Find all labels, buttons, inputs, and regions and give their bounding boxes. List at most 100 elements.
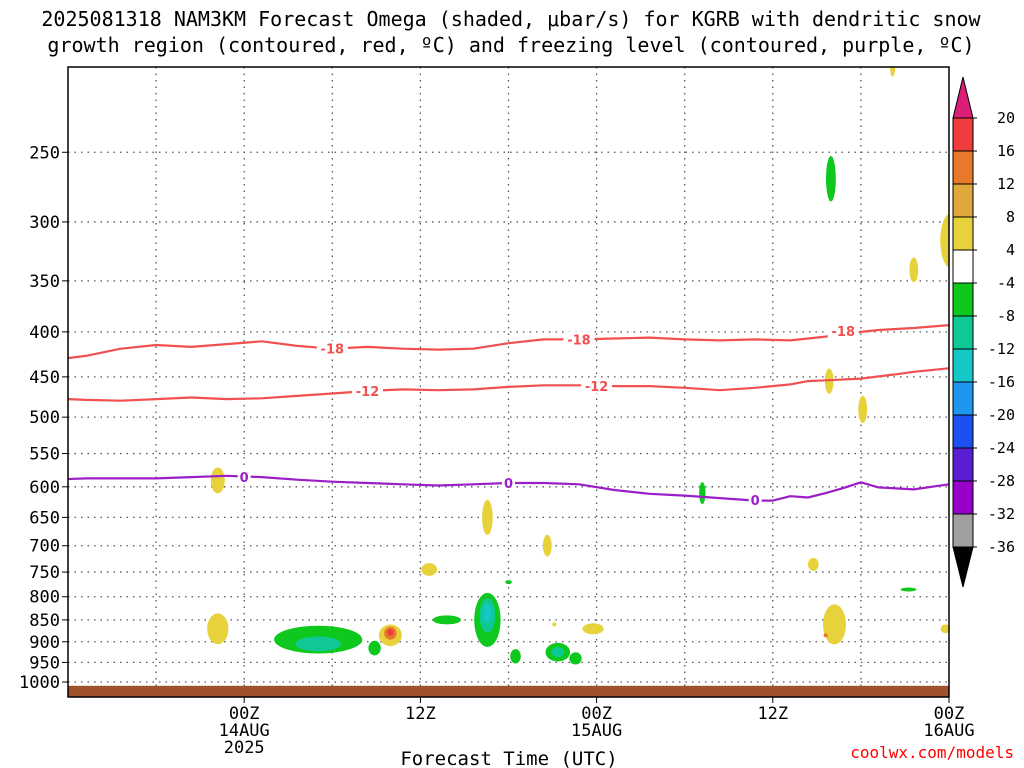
x-tick-label-0-0: 00Z <box>229 704 260 724</box>
omega-cell-28 <box>823 633 828 638</box>
y-tick-label-750: 750 <box>29 563 60 583</box>
omega-cell-26 <box>808 557 819 571</box>
omega-cell-20 <box>552 622 557 627</box>
omega-cell-12 <box>483 603 492 623</box>
y-tick-label-650: 650 <box>29 508 60 528</box>
y-axis-pressure: 2503003504004505005506006507007508008509… <box>19 143 68 693</box>
colorbar-label-12: -32 <box>988 505 1015 523</box>
colorbar-label-1: 16 <box>997 142 1015 160</box>
contour-label-bg-0-1 <box>563 331 595 347</box>
omega-cell-29 <box>900 587 917 592</box>
colorbar-segment-10 <box>952 447 974 482</box>
contour-label-0-2: -18 <box>832 325 856 340</box>
omega-cell-7 <box>387 629 394 636</box>
y-tick-label-800: 800 <box>29 588 60 608</box>
omega-cell-31 <box>909 257 919 283</box>
colorbar-segment-0 <box>952 117 974 152</box>
omega-shading <box>207 67 984 665</box>
omega-cell-16 <box>542 534 552 557</box>
x-tick-label-3-0: 12Z <box>757 704 788 724</box>
contour-label-bg-1-0 <box>352 383 384 399</box>
contour-label-bg-0-0 <box>316 340 348 356</box>
omega-cell-18 <box>551 647 564 658</box>
x-tick-label-2-1: 15AUG <box>571 721 622 741</box>
colorbar-top-triangle <box>952 76 974 119</box>
y-tick-label-700: 700 <box>29 537 60 557</box>
colorbar-label-0: 20 <box>997 109 1015 127</box>
x-tick-label-0-2: 2025 <box>224 738 265 758</box>
colorbar-bottom-triangle <box>952 546 974 588</box>
chart-title-line-1: 2025081318 NAM3KM Forecast Omega (shaded… <box>41 7 981 31</box>
contour-line-1 <box>68 367 949 402</box>
colorbar-segment-8 <box>952 381 974 416</box>
y-tick-label-300: 300 <box>29 213 60 233</box>
gridlines <box>68 67 949 697</box>
colorbar-label-13: -36 <box>988 538 1015 556</box>
colorbar-label-6: -8 <box>997 307 1015 325</box>
omega-cell-30 <box>940 624 949 634</box>
omega-cell-21 <box>582 623 604 635</box>
contour-label-2-1: 0 <box>504 477 513 492</box>
contour-label-2-0: 0 <box>240 471 249 486</box>
colorbar-label-7: -12 <box>988 340 1015 358</box>
y-tick-label-450: 450 <box>29 368 60 388</box>
plot-frame <box>67 66 950 698</box>
colorbar-label-8: -16 <box>988 373 1015 391</box>
contour-label-2-2: 0 <box>751 494 760 509</box>
omega-cell-27 <box>823 604 846 645</box>
y-tick-label-1000: 1000 <box>19 673 60 693</box>
contour-label-bg-1-1 <box>581 378 613 394</box>
x-axis-title: Forecast Time (UTC) <box>400 748 617 768</box>
omega-cell-19 <box>569 652 582 665</box>
colorbar-segment-3 <box>952 216 974 251</box>
colorbar-label-9: -20 <box>988 406 1015 424</box>
omega-cell-1 <box>210 467 225 494</box>
x-tick-label-4-0: 00Z <box>934 704 965 724</box>
colorbar-segment-6 <box>952 315 974 350</box>
y-tick-label-400: 400 <box>29 323 60 343</box>
temperature-contours: -18 -18 -18 -12 -12 0 0 0 <box>68 322 949 509</box>
x-tick-label-0-1: 14AUG <box>219 721 270 741</box>
colorbar-segment-9 <box>952 414 974 449</box>
colorbar-label-10: -24 <box>988 439 1015 457</box>
omega-colorbar: 20 16 12 8 4 -4 -8 -12 -16 -20 -24 -28 -32 -36 <box>952 76 1015 588</box>
chart-title-line-2: growth region (contoured, red, ºC) and f… <box>47 33 974 57</box>
y-tick-label-500: 500 <box>29 408 60 428</box>
omega-cell-25 <box>858 395 868 424</box>
contour-label-bg-2-1 <box>502 474 515 490</box>
contour-label-1-0: -12 <box>356 385 380 400</box>
y-tick-label-350: 350 <box>29 272 60 292</box>
colorbar-label-4: 4 <box>1006 241 1015 259</box>
contour-line-2 <box>68 474 949 502</box>
colorbar-label-5: -4 <box>997 274 1015 292</box>
contour-label-0-0: -18 <box>321 343 345 358</box>
contour-label-bg-2-2 <box>748 491 762 507</box>
omega-cell-0 <box>207 613 229 645</box>
colorbar-label-11: -28 <box>988 472 1015 490</box>
y-tick-label-600: 600 <box>29 478 60 498</box>
y-tick-label-850: 850 <box>29 611 60 631</box>
credit-text[interactable]: coolwx.com/models <box>850 743 1014 762</box>
omega-cell-3 <box>295 636 342 652</box>
y-tick-label-250: 250 <box>29 143 60 163</box>
contour-label-bg-2-0 <box>237 469 251 485</box>
omega-cell-32 <box>940 213 949 268</box>
colorbar-label-2: 12 <box>997 175 1015 193</box>
omega-cell-23 <box>826 156 836 202</box>
omega-cell-15 <box>482 499 493 535</box>
omega-cell-9 <box>432 615 461 625</box>
colorbar-segment-1 <box>952 150 974 185</box>
ground-terrain <box>68 685 949 697</box>
y-tick-label-950: 950 <box>29 653 60 673</box>
x-tick-label-2-0: 00Z <box>581 704 612 724</box>
colorbar-segment-7 <box>952 348 974 383</box>
omega-cell-13 <box>510 649 521 664</box>
omega-cell-35 <box>890 67 896 77</box>
omega-cell-22 <box>699 482 706 505</box>
colorbar-segment-11 <box>952 480 974 515</box>
colorbar-segment-2 <box>952 183 974 218</box>
y-tick-label-550: 550 <box>29 445 60 465</box>
omega-cell-33 <box>970 584 984 610</box>
y-tick-label-900: 900 <box>29 633 60 653</box>
